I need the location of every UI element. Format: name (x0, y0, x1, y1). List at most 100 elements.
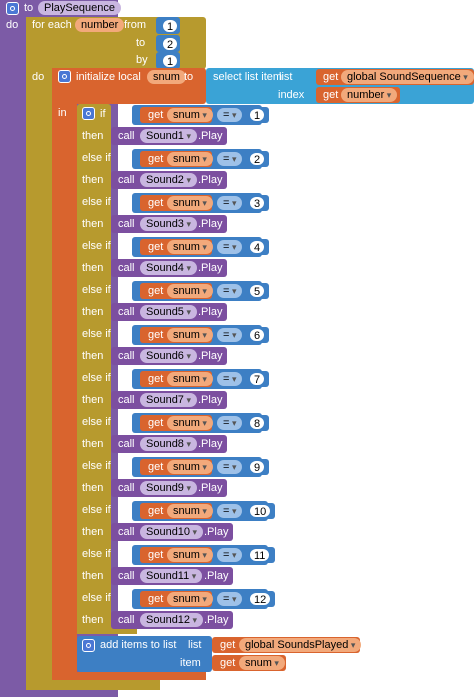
compare-operator-dropdown[interactable]: = (217, 504, 243, 518)
global-sound-sequence-dropdown[interactable]: global SoundSequence (341, 70, 474, 84)
local-variable-field[interactable]: snum (147, 70, 186, 84)
compare-number[interactable]: 4 (249, 240, 266, 254)
then-label: then (82, 130, 104, 142)
compare-operator-dropdown[interactable]: = (217, 592, 243, 606)
for-each-body-rail (26, 17, 52, 689)
compare-number[interactable]: 11 (249, 548, 271, 562)
method-label: .Play (198, 130, 223, 142)
sound-component-dropdown[interactable]: Sound4 (140, 261, 197, 275)
then-label: then (82, 482, 104, 494)
compare-number[interactable]: 3 (249, 196, 266, 210)
snum-variable-dropdown[interactable]: snum (167, 592, 213, 606)
branch-keyword: else if (82, 460, 111, 472)
snum-variable-dropdown[interactable]: snum (239, 656, 285, 670)
then-label: then (82, 614, 104, 626)
compare-number[interactable]: 12 (249, 592, 272, 606)
call-label: call (118, 350, 135, 362)
then-label: then (82, 262, 104, 274)
compare-number[interactable]: 9 (249, 460, 266, 474)
then-label: then (82, 350, 104, 362)
global-sounds-played-dropdown[interactable]: global SoundsPlayed (239, 638, 362, 652)
snum-variable-dropdown[interactable]: snum (167, 328, 213, 342)
sound-component-dropdown[interactable]: Sound3 (140, 217, 197, 231)
compare-number[interactable]: 7 (249, 372, 266, 386)
snum-variable-dropdown[interactable]: snum (167, 284, 213, 298)
get-label: get (323, 89, 339, 101)
compare-operator-dropdown[interactable]: = (217, 152, 243, 166)
snum-variable-dropdown[interactable]: snum (167, 416, 213, 430)
compare-operator-dropdown[interactable]: = (217, 196, 243, 210)
compare-number[interactable]: 8 (249, 416, 266, 430)
branch-keyword: else if (82, 592, 111, 604)
method-label: .Play (204, 614, 229, 626)
from-number[interactable]: 1 (162, 19, 179, 33)
compare-operator-dropdown[interactable]: = (217, 284, 243, 298)
to-number[interactable]: 2 (162, 37, 179, 51)
sound-component-dropdown[interactable]: Sound5 (140, 305, 197, 319)
procedure-keyword: to (24, 2, 34, 14)
compare-operator-dropdown[interactable]: = (217, 240, 243, 254)
get-label: get (148, 109, 164, 121)
snum-variable-dropdown[interactable]: snum (167, 372, 213, 386)
branch-keyword: else if (82, 504, 111, 516)
call-label: call (118, 614, 135, 626)
local-mutator-gear-icon[interactable] (58, 70, 71, 83)
sound-component-dropdown[interactable]: Sound2 (140, 173, 197, 187)
compare-operator-dropdown[interactable]: = (217, 548, 243, 562)
get-label: get (148, 329, 164, 341)
then-label: then (82, 526, 104, 538)
snum-variable-dropdown[interactable]: snum (167, 152, 213, 166)
method-label: .Play (198, 350, 223, 362)
procedure-name-field[interactable]: PlaySequence (38, 1, 121, 15)
get-label: get (148, 593, 164, 605)
sound-component-dropdown[interactable]: Sound12 (140, 613, 204, 627)
sound-component-dropdown[interactable]: Sound9 (140, 481, 197, 495)
sound-component-dropdown[interactable]: Sound1 (140, 129, 197, 143)
initialize-local-rail (52, 68, 77, 680)
sound-component-dropdown[interactable]: Sound10 (140, 525, 204, 539)
sound-component-dropdown[interactable]: Sound11 (140, 569, 203, 583)
snum-variable-dropdown[interactable]: snum (167, 196, 213, 210)
compare-operator-dropdown[interactable]: = (217, 416, 243, 430)
add-items-to-list-block[interactable] (77, 636, 212, 672)
compare-operator-dropdown[interactable]: = (217, 460, 243, 474)
method-label: .Play (198, 218, 223, 230)
sound-component-dropdown[interactable]: Sound6 (140, 349, 197, 363)
snum-variable-dropdown[interactable]: snum (167, 504, 213, 518)
add-list-label: list (188, 639, 202, 651)
procedure-do-label: do (6, 19, 19, 31)
number-variable-dropdown[interactable]: number (341, 88, 398, 102)
compare-operator-dropdown[interactable]: = (217, 108, 243, 122)
if-block-rail[interactable] (77, 104, 111, 632)
snum-variable-dropdown[interactable]: snum (167, 548, 213, 562)
snum-variable-dropdown[interactable]: snum (167, 108, 213, 122)
then-label: then (82, 306, 104, 318)
compare-number[interactable]: 6 (249, 328, 266, 342)
sound-component-dropdown[interactable]: Sound8 (140, 437, 197, 451)
select-list-item-label: select list item (213, 71, 283, 83)
compare-number[interactable]: 5 (249, 284, 266, 298)
compare-number[interactable]: 1 (249, 108, 266, 122)
compare-number[interactable]: 10 (249, 504, 272, 518)
method-label: .Play (198, 306, 223, 318)
call-label: call (118, 130, 135, 142)
mutator-gear-icon[interactable] (6, 2, 19, 15)
compare-number[interactable]: 2 (249, 152, 266, 166)
call-label: call (118, 174, 135, 186)
if-mutator-gear-icon[interactable] (82, 107, 95, 120)
snum-variable-dropdown[interactable]: snum (167, 240, 213, 254)
compare-operator-dropdown[interactable]: = (217, 372, 243, 386)
add-items-gear-icon[interactable] (82, 639, 95, 652)
call-label: call (118, 394, 135, 406)
select-index-label: index (278, 89, 305, 101)
then-label: then (82, 218, 104, 230)
loop-variable-field[interactable]: number (75, 18, 125, 32)
call-label: call (118, 570, 135, 582)
loop-to-label: to (136, 37, 146, 49)
compare-operator-dropdown[interactable]: = (217, 328, 243, 342)
snum-variable-dropdown[interactable]: snum (167, 460, 213, 474)
sound-component-dropdown[interactable]: Sound7 (140, 393, 197, 407)
by-number[interactable]: 1 (162, 54, 179, 68)
call-label: call (118, 482, 135, 494)
get-label: get (220, 657, 236, 669)
